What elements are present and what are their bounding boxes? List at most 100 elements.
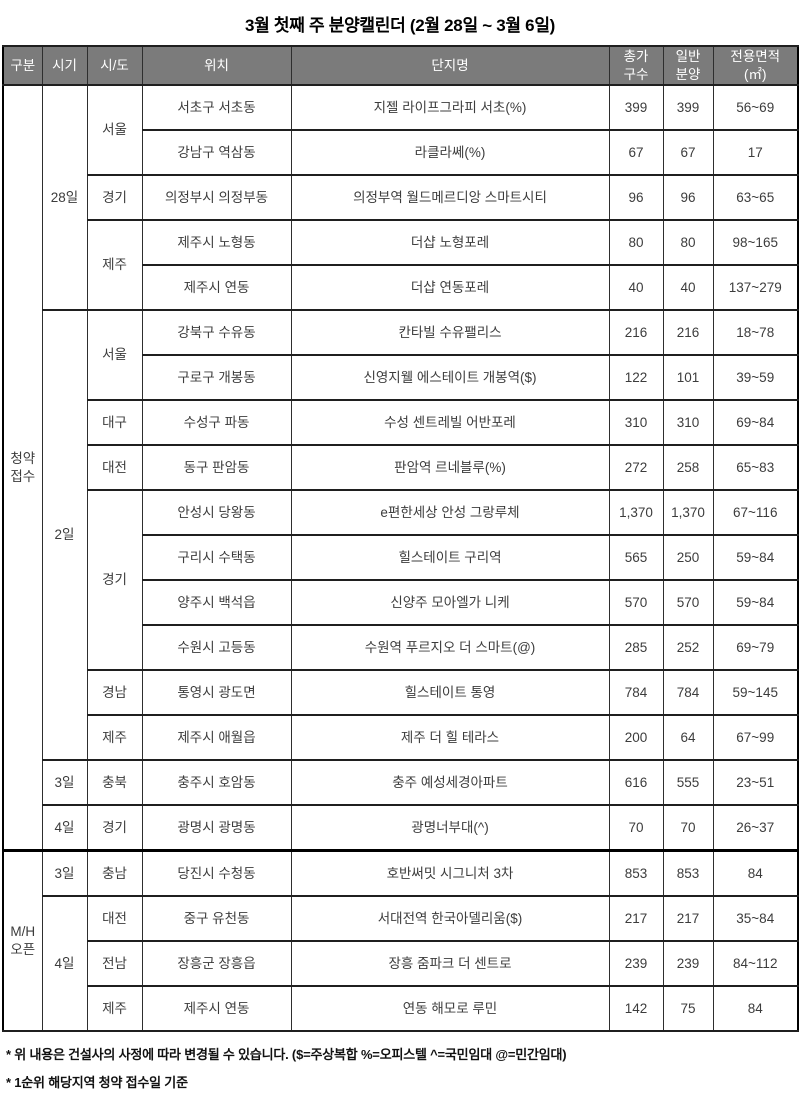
cell-area: 35~84 <box>712 895 799 942</box>
cell-general-units: 853 <box>662 849 714 897</box>
cell-category: M/H 오픈 <box>2 849 43 1032</box>
cell-total-units: 285 <box>608 624 664 671</box>
col-header-area: 전용면적 (㎡) <box>712 45 799 86</box>
cell-total-units: 80 <box>608 219 664 266</box>
cell-area: 17 <box>712 129 799 176</box>
table-row: 강남구 역삼동 라클라쎄(%) 67 67 17 <box>3 129 799 176</box>
cell-day: 4일 <box>41 804 88 852</box>
cell-province: 충남 <box>86 849 143 897</box>
cell-province: 제주 <box>86 714 143 761</box>
cell-area: 63~65 <box>712 174 799 221</box>
cell-general-units: 64 <box>662 714 714 761</box>
cell-location: 수성구 파동 <box>141 399 292 446</box>
footnote-criteria: * 1순위 해당지역 청약 접수일 기준 <box>6 1075 188 1090</box>
col-header-day: 시기 <box>41 45 88 86</box>
cell-total-units: 565 <box>608 534 664 581</box>
cell-area: 23~51 <box>712 759 799 806</box>
cell-province: 제주 <box>86 219 143 311</box>
cell-complex-name: 호반써밋 시그니처 3차 <box>290 849 610 897</box>
cell-area: 59~84 <box>712 579 799 626</box>
cell-total-units: 142 <box>608 985 664 1032</box>
table-row: 대구 수성구 파동 수성 센트레빌 어반포레 310 310 69~84 <box>3 399 799 446</box>
cell-general-units: 70 <box>662 804 714 852</box>
cell-general-units: 80 <box>662 219 714 266</box>
table-row: 4일 경기 광명시 광명동 광명너부대(^) 70 70 26~37 <box>3 804 799 852</box>
cell-general-units: 1,370 <box>662 489 714 536</box>
cell-province: 대전 <box>86 444 143 491</box>
footnote-disclaimer: * 위 내용은 건설사의 사정에 따라 변경될 수 있습니다. ($=주상복합 … <box>6 1047 567 1062</box>
table-row: 청약 접수 28일 서울 서초구 서초동 지젤 라이프그라피 서초(%) 399… <box>2 84 799 852</box>
table-row: 수원시 고등동 수원역 푸르지오 더 스마트(@) 285 252 69~79 <box>3 624 799 671</box>
sales-calendar-table: 구분 시기 시/도 위치 단지명 총가 구수 일반 분양 전용면적 (㎡) 청약… <box>2 45 799 1032</box>
cell-location: 구리시 수택동 <box>141 534 292 581</box>
cell-province: 경남 <box>86 669 143 716</box>
cell-area: 69~84 <box>712 399 799 446</box>
cell-location: 제주시 애월읍 <box>141 714 292 761</box>
table-row: 구로구 개봉동 신영지웰 에스테이트 개봉역($) 122 101 39~59 <box>3 354 799 401</box>
cell-complex-name: 제주 더 힐 테라스 <box>290 714 610 761</box>
cell-complex-name: 광명너부대(^) <box>290 804 610 852</box>
table-row: 제주 제주시 연동 연동 해모로 루민 142 75 84 <box>3 985 799 1032</box>
cell-location: 제주시 노형동 <box>141 219 292 266</box>
cell-complex-name: 더샵 노형포레 <box>290 219 610 266</box>
cell-area: 59~84 <box>712 534 799 581</box>
cell-location: 의정부시 의정부동 <box>141 174 292 221</box>
cell-total-units: 122 <box>608 354 664 401</box>
cell-complex-name: 힐스테이트 구리역 <box>290 534 610 581</box>
cell-general-units: 784 <box>662 669 714 716</box>
cell-general-units: 258 <box>662 444 714 491</box>
cell-general-units: 239 <box>662 940 714 987</box>
cell-complex-name: 의정부역 월드메르디앙 스마트시티 <box>290 174 610 221</box>
col-header-location: 위치 <box>141 45 292 86</box>
cell-area: 84~112 <box>712 940 799 987</box>
cell-area: 84 <box>712 985 799 1032</box>
cell-general-units: 252 <box>662 624 714 671</box>
footnotes: * 위 내용은 건설사의 사정에 따라 변경될 수 있습니다. ($=주상복합 … <box>6 1044 800 1091</box>
cell-total-units: 616 <box>608 759 664 806</box>
cell-complex-name: 연동 해모로 루민 <box>290 985 610 1032</box>
cell-complex-name: e편한세상 안성 그랑루체 <box>290 489 610 536</box>
cell-location: 충주시 호암동 <box>141 759 292 806</box>
cell-location: 강남구 역삼동 <box>141 129 292 176</box>
header-row: 구분 시기 시/도 위치 단지명 총가 구수 일반 분양 전용면적 (㎡) <box>2 45 799 86</box>
cell-general-units: 250 <box>662 534 714 581</box>
cell-complex-name: 지젤 라이프그라피 서초(%) <box>290 84 610 131</box>
cell-complex-name: 힐스테이트 통영 <box>290 669 610 716</box>
cell-province: 충북 <box>86 759 143 806</box>
cell-province: 제주 <box>86 985 143 1032</box>
table-row: 4일 대전 중구 유천동 서대전역 한국아델리움($) 217 217 35~8… <box>3 895 799 1032</box>
cell-complex-name: 신양주 모아엘가 니케 <box>290 579 610 626</box>
cell-location: 통영시 광도면 <box>141 669 292 716</box>
cell-location: 구로구 개봉동 <box>141 354 292 401</box>
table-row: 2일 서울 강북구 수유동 칸타빌 수유팰리스 216 216 18~78 <box>3 309 799 761</box>
cell-general-units: 40 <box>662 264 714 311</box>
cell-complex-name: 수성 센트레빌 어반포레 <box>290 399 610 446</box>
cell-general-units: 67 <box>662 129 714 176</box>
col-header-complex-name: 단지명 <box>290 45 610 86</box>
cell-general-units: 101 <box>662 354 714 401</box>
cell-location: 당진시 수청동 <box>141 849 292 897</box>
cell-province: 서울 <box>86 84 143 176</box>
cell-area: 56~69 <box>712 84 799 131</box>
col-header-general-units: 일반 분양 <box>662 45 714 86</box>
table-row: 제주 제주시 애월읍 제주 더 힐 테라스 200 64 67~99 <box>3 714 799 761</box>
cell-province: 경기 <box>86 489 143 671</box>
cell-total-units: 784 <box>608 669 664 716</box>
cell-area: 67~116 <box>712 489 799 536</box>
table-row: 3일 충북 충주시 호암동 충주 예성세경아파트 616 555 23~51 <box>3 759 799 806</box>
col-header-total-units: 총가 구수 <box>608 45 664 86</box>
cell-location: 수원시 고등동 <box>141 624 292 671</box>
cell-area: 137~279 <box>712 264 799 311</box>
cell-day: 4일 <box>41 895 88 1032</box>
cell-total-units: 216 <box>608 309 664 356</box>
cell-province: 대전 <box>86 895 143 942</box>
cell-total-units: 40 <box>608 264 664 311</box>
cell-location: 제주시 연동 <box>141 985 292 1032</box>
cell-general-units: 216 <box>662 309 714 356</box>
page-title: 3월 첫째 주 분양캘린더 (2월 28일 ~ 3월 6일) <box>244 16 556 35</box>
cell-complex-name: 판암역 르네블루(%) <box>290 444 610 491</box>
cell-complex-name: 충주 예성세경아파트 <box>290 759 610 806</box>
cell-day: 3일 <box>41 759 88 806</box>
cell-total-units: 70 <box>608 804 664 852</box>
cell-complex-name: 신영지웰 에스테이트 개봉역($) <box>290 354 610 401</box>
